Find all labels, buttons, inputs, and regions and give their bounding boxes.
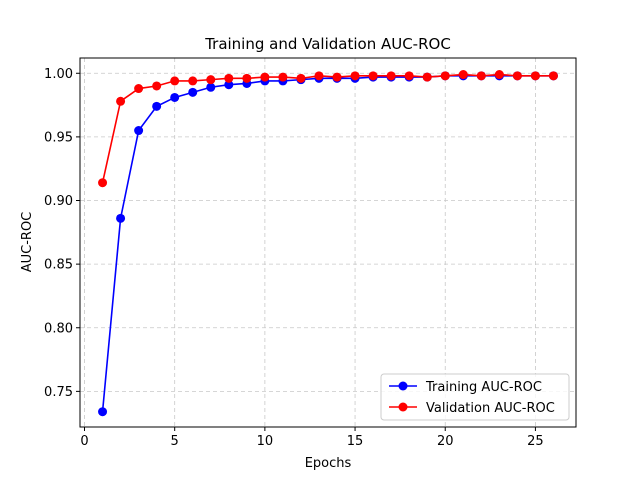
chart-title: Training and Validation AUC-ROC <box>204 35 451 53</box>
y-axis-label: AUC-ROC <box>20 212 35 273</box>
data-point <box>404 71 414 81</box>
x-axis: 0 5 10 15 20 25 <box>80 427 544 449</box>
data-point <box>152 101 162 111</box>
y-tick-label: 0.80 <box>44 321 73 336</box>
data-point <box>206 82 216 92</box>
data-point <box>152 81 162 91</box>
legend-marker-training <box>398 381 408 391</box>
data-point <box>242 73 252 83</box>
data-point <box>296 73 306 83</box>
data-point <box>224 80 234 90</box>
data-point <box>98 178 108 188</box>
data-point <box>134 84 144 94</box>
series-line <box>101 75 554 412</box>
data-point <box>188 87 198 97</box>
data-point <box>260 72 270 82</box>
legend: Training AUC-ROC Validation AUC-ROC <box>380 373 570 421</box>
grid <box>80 58 576 427</box>
plot-frame <box>79 57 577 428</box>
data-point <box>134 126 144 136</box>
x-tick-label: 15 <box>347 434 364 449</box>
x-tick-label: 5 <box>171 434 179 449</box>
y-tick-label: 0.85 <box>44 258 73 273</box>
data-point <box>440 71 450 81</box>
data-point <box>350 71 360 81</box>
y-tick-label: 0.75 <box>44 385 73 400</box>
data-point <box>170 76 180 86</box>
legend-label-validation: Validation AUC-ROC <box>426 401 555 416</box>
data-point <box>422 72 432 82</box>
data-point <box>98 407 108 417</box>
series-layer <box>98 70 558 417</box>
series-validation <box>98 70 558 188</box>
x-tick-label: 20 <box>437 434 454 449</box>
data-point <box>386 71 396 81</box>
legend-marker-validation <box>398 402 408 412</box>
data-point <box>170 92 180 102</box>
y-tick-label: 0.90 <box>44 194 73 209</box>
legend-box <box>380 373 570 421</box>
x-tick-label: 10 <box>257 434 274 449</box>
data-point <box>116 96 126 106</box>
x-axis-label: Epochs <box>305 456 352 471</box>
data-point <box>512 71 522 81</box>
x-tick-label: 0 <box>80 434 88 449</box>
data-point <box>458 70 468 80</box>
data-point <box>314 71 324 81</box>
data-point <box>116 213 126 223</box>
data-point <box>548 71 558 81</box>
data-point <box>206 75 216 85</box>
data-point <box>368 71 378 81</box>
y-tick-label: 1.00 <box>44 67 73 82</box>
data-point <box>332 72 342 82</box>
data-point <box>494 70 504 80</box>
data-point <box>476 71 486 81</box>
series-training <box>98 71 558 417</box>
y-tick-label: 0.95 <box>44 130 73 145</box>
data-point <box>188 76 198 86</box>
x-tick-label: 25 <box>527 434 544 449</box>
y-axis: 0.75 0.80 0.85 0.90 0.95 1.00 <box>44 67 80 400</box>
series-line <box>101 73 554 183</box>
legend-label-training: Training AUC-ROC <box>425 380 542 395</box>
data-point <box>278 72 288 82</box>
data-point <box>530 71 540 81</box>
data-point <box>224 73 234 83</box>
